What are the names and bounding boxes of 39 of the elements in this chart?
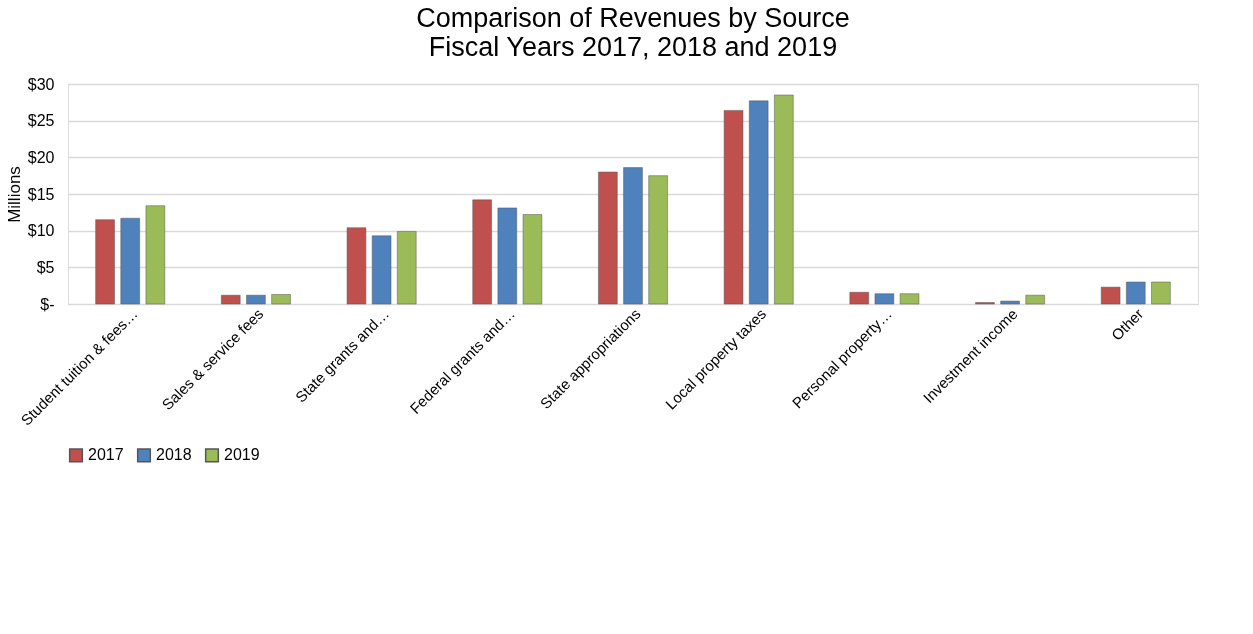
bar bbox=[1126, 281, 1146, 305]
bar bbox=[346, 227, 367, 305]
bar bbox=[497, 207, 517, 305]
y-tick-label: $5 bbox=[36, 258, 55, 276]
bar bbox=[899, 293, 920, 305]
bar bbox=[371, 235, 392, 305]
bar bbox=[648, 175, 668, 305]
bar bbox=[522, 214, 543, 305]
bar bbox=[472, 199, 492, 305]
bar bbox=[723, 110, 744, 305]
bar bbox=[95, 219, 115, 305]
bar bbox=[874, 293, 895, 305]
text: Comparison of Revenues by Source bbox=[416, 3, 850, 33]
bar bbox=[1000, 300, 1020, 305]
bar bbox=[774, 94, 794, 305]
bar bbox=[120, 217, 140, 305]
y-tick-label: $30 bbox=[27, 75, 55, 93]
bar bbox=[221, 294, 241, 305]
bar bbox=[271, 294, 291, 305]
y-tick-label: $20 bbox=[27, 148, 55, 166]
y-tick-label: $15 bbox=[27, 185, 55, 203]
y-tick-label: $25 bbox=[27, 112, 55, 130]
bar bbox=[598, 171, 618, 305]
legend-label: 2018 bbox=[156, 446, 192, 464]
bar bbox=[749, 100, 769, 305]
bar bbox=[849, 292, 869, 305]
y-axis-title: Millions bbox=[4, 166, 24, 223]
legend-label: 2017 bbox=[88, 446, 124, 464]
y-tick-label: $10 bbox=[27, 222, 55, 240]
legend-label: 2019 bbox=[224, 446, 260, 464]
bar bbox=[145, 205, 166, 305]
y-tick-label: $- bbox=[40, 295, 55, 313]
bar bbox=[397, 231, 417, 305]
bar bbox=[1151, 281, 1171, 305]
text: Fiscal Years 2017, 2018 and 2019 bbox=[428, 32, 838, 62]
bar bbox=[1025, 294, 1045, 305]
bar bbox=[246, 294, 266, 305]
bar bbox=[623, 167, 643, 305]
bar bbox=[1100, 286, 1121, 305]
